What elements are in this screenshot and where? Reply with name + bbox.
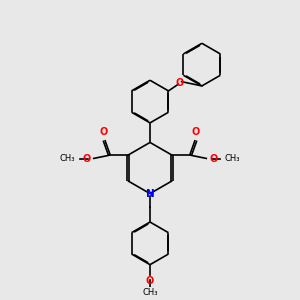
Text: O: O [209, 154, 218, 164]
Text: O: O [192, 127, 200, 137]
Text: CH₃: CH₃ [225, 154, 240, 163]
Text: CH₃: CH₃ [142, 289, 158, 298]
Text: O: O [146, 276, 154, 286]
Text: CH₃: CH₃ [60, 154, 75, 163]
Text: O: O [100, 127, 108, 137]
Text: O: O [176, 78, 184, 88]
Text: N: N [146, 189, 154, 199]
Text: O: O [82, 154, 91, 164]
